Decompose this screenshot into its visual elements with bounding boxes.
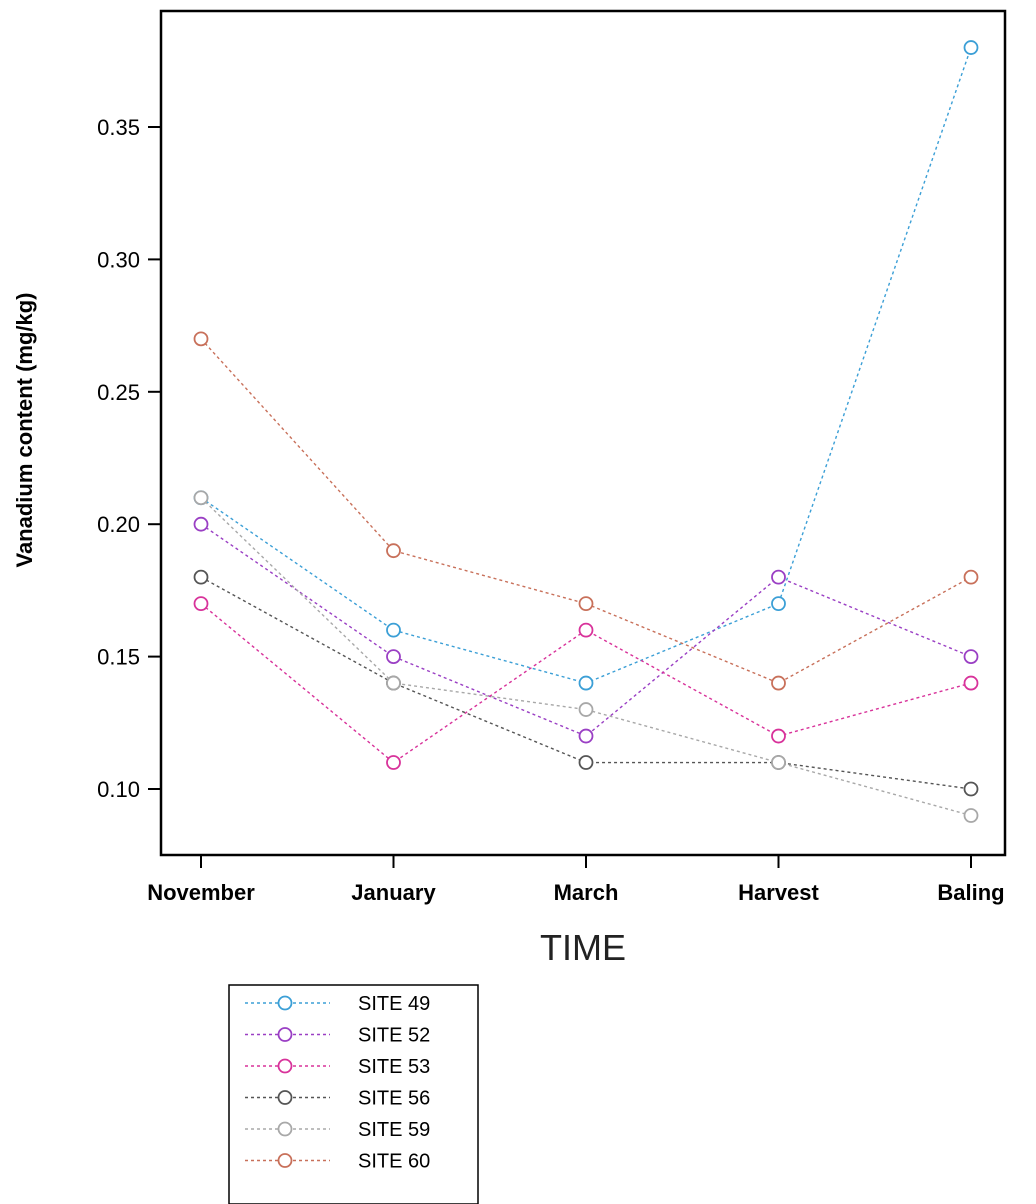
legend-marker bbox=[277, 995, 293, 1011]
legend-marker bbox=[277, 1121, 293, 1137]
series-site-60 bbox=[193, 331, 979, 691]
data-point bbox=[963, 808, 979, 823]
data-point bbox=[193, 569, 209, 585]
data-point bbox=[578, 675, 594, 691]
data-point bbox=[963, 40, 979, 55]
data-point bbox=[771, 569, 786, 585]
data-point bbox=[386, 755, 401, 770]
legend-item: SITE 60 bbox=[245, 1151, 430, 1173]
x-tick-label: Harvest bbox=[738, 880, 819, 905]
data-point bbox=[578, 755, 594, 770]
y-axis-label: Vanadium content (mg/kg) bbox=[12, 292, 37, 567]
legend-label: SITE 59 bbox=[358, 1119, 430, 1141]
series-site-59 bbox=[193, 490, 979, 823]
x-axis-label: TIME bbox=[540, 927, 626, 968]
series-line bbox=[200, 603, 972, 764]
y-axis: 0.10 0.15 0.20 0.25 0.30 0.35 bbox=[97, 115, 161, 802]
legend-item: SITE 56 bbox=[245, 1088, 430, 1110]
x-axis: November January March Harvest Baling bbox=[147, 855, 1005, 905]
data-point bbox=[963, 781, 979, 797]
y-tick-label: 0.10 bbox=[97, 777, 140, 802]
legend-item: SITE 52 bbox=[245, 1025, 430, 1047]
data-point bbox=[771, 728, 786, 744]
series-line bbox=[200, 47, 972, 684]
legend-label: SITE 56 bbox=[358, 1088, 430, 1110]
data-point bbox=[193, 596, 209, 612]
legend-marker bbox=[277, 1090, 293, 1105]
data-point bbox=[386, 622, 401, 638]
series-site-52 bbox=[193, 516, 979, 744]
data-point bbox=[386, 649, 401, 664]
y-tick-label: 0.35 bbox=[97, 115, 140, 140]
legend-label: SITE 60 bbox=[358, 1151, 430, 1173]
data-point bbox=[578, 622, 594, 638]
x-tick-label: January bbox=[351, 880, 436, 905]
x-tick-label: November bbox=[147, 880, 255, 905]
data-point bbox=[386, 543, 401, 559]
data-point bbox=[578, 702, 594, 717]
legend-marker bbox=[277, 1153, 293, 1168]
data-point bbox=[771, 755, 786, 770]
plot-frame bbox=[159, 9, 1007, 857]
data-point bbox=[963, 675, 979, 691]
legend-label: SITE 52 bbox=[358, 1025, 430, 1047]
data-point bbox=[193, 516, 209, 532]
data-point bbox=[771, 675, 786, 691]
y-tick-label: 0.20 bbox=[97, 512, 140, 537]
data-point bbox=[578, 596, 594, 612]
legend-marker bbox=[277, 1027, 293, 1042]
data-point bbox=[771, 596, 786, 612]
data-point bbox=[963, 649, 979, 664]
series-site-53 bbox=[193, 596, 979, 770]
data-point bbox=[386, 675, 401, 691]
series-line bbox=[200, 497, 972, 817]
legend-label: SITE 53 bbox=[358, 1056, 430, 1078]
y-tick-label: 0.15 bbox=[97, 645, 140, 670]
series-site-49 bbox=[193, 40, 979, 691]
legend-item: SITE 53 bbox=[245, 1056, 430, 1078]
y-tick-label: 0.25 bbox=[97, 380, 140, 405]
data-point bbox=[963, 569, 979, 585]
legend-label: SITE 49 bbox=[358, 993, 430, 1015]
legend-box bbox=[228, 984, 479, 1204]
series-layer bbox=[193, 40, 979, 823]
y-tick-label: 0.30 bbox=[97, 247, 140, 272]
legend-item: SITE 49 bbox=[245, 993, 430, 1015]
x-tick-label: Baling bbox=[937, 880, 1004, 905]
data-point bbox=[193, 331, 209, 347]
legend-marker bbox=[277, 1058, 293, 1074]
legend-item: SITE 59 bbox=[245, 1119, 430, 1141]
legend: SITE 49 SITE 52 SITE 53 SITE 56 SITE 59 SITE … bbox=[228, 984, 479, 1204]
data-point bbox=[193, 490, 209, 506]
x-tick-label: March bbox=[554, 880, 619, 905]
data-point bbox=[578, 728, 594, 744]
